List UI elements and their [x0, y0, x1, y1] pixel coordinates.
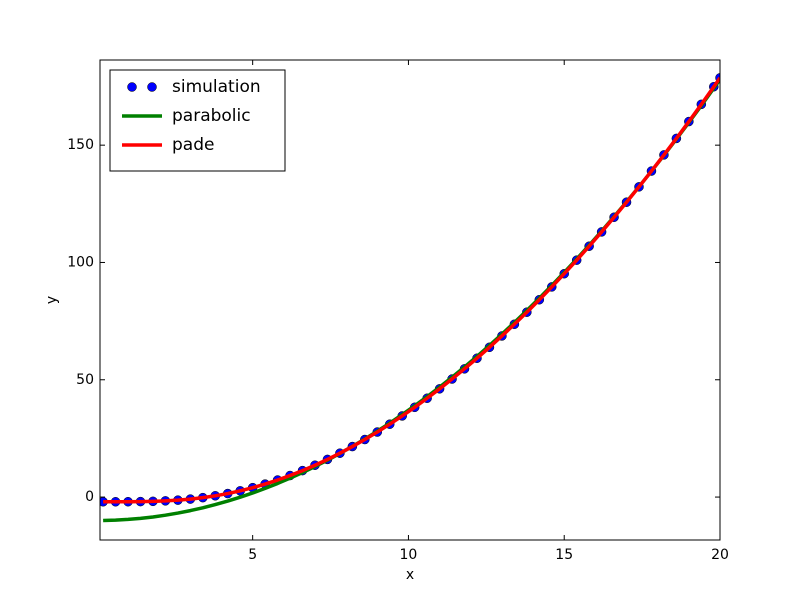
legend-marker [127, 82, 137, 92]
legend-label: pade [172, 135, 214, 155]
x-axis-label: x [406, 567, 414, 583]
x-tick-label: 15 [555, 547, 573, 563]
y-tick-label: 100 [67, 254, 94, 270]
axes-frame [99, 59, 721, 541]
y-tick-label: 0 [85, 489, 94, 505]
plot-area [100, 73, 720, 523]
x-tick-label: 20 [711, 547, 729, 563]
y-tick-label: 150 [67, 137, 94, 153]
y-axis-label: y [44, 296, 60, 304]
legend-box [109, 69, 286, 172]
legend-label: simulation [172, 77, 261, 97]
legend-label: parabolic [172, 106, 251, 126]
series-line [103, 76, 720, 504]
y-tick-label: 50 [76, 372, 94, 388]
legend-marker [147, 82, 157, 92]
x-tick-label: 5 [248, 547, 257, 563]
x-tick-label: 10 [400, 547, 418, 563]
